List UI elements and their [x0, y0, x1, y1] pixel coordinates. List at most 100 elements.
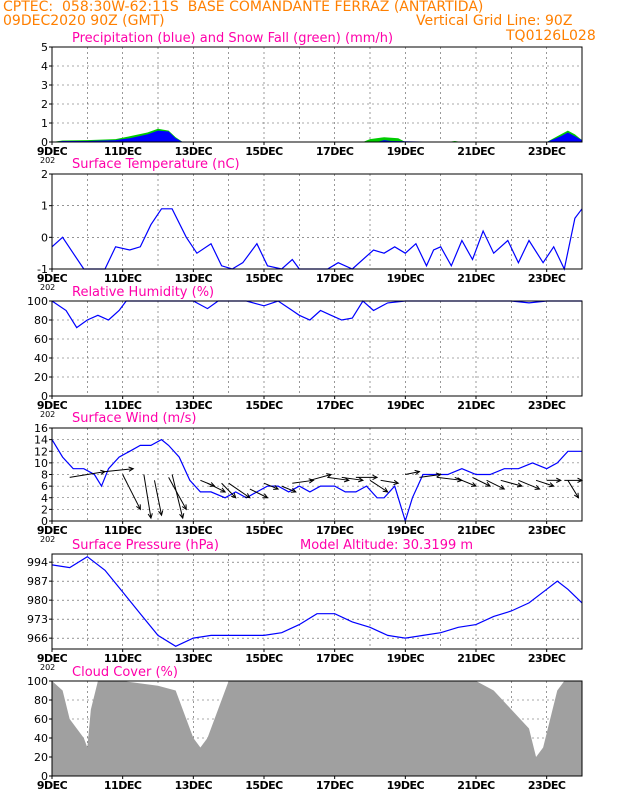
x-tick-label: 21DEC [457, 779, 495, 792]
y-tick-label: 994 [27, 556, 48, 569]
x-tick-label: 17DEC [316, 652, 354, 665]
wind-arrow-shaft [122, 474, 141, 510]
wind-arrow-head [158, 510, 164, 517]
humidity-title: Relative Humidity (%) [72, 285, 214, 300]
wind-arrow-head [230, 492, 237, 499]
x-tick-label: 15DEC [245, 779, 283, 792]
wind-arrow-head [485, 481, 492, 487]
y-tick-label: 2 [41, 503, 48, 516]
wind-arrow-shaft [249, 488, 268, 499]
y-tick-label: 973 [27, 613, 48, 626]
x-tick-label: 9DEC [37, 399, 68, 412]
x-tick-label: 19DEC [387, 272, 425, 285]
wind-arrow-head [516, 482, 524, 488]
wind-arrow-head [290, 487, 297, 493]
x-tick-year-fragment: 202 [40, 663, 55, 672]
x-tick-label: 13DEC [175, 399, 213, 412]
wind-arrow-shaft [369, 479, 388, 493]
x-tick-label: 13DEC [175, 779, 213, 792]
wind-arrow-head [470, 482, 478, 487]
x-tick-label: 11DEC [104, 272, 142, 285]
x-tick-year-fragment: 202 [40, 283, 55, 292]
cloud-title: Cloud Cover (%) [72, 665, 178, 680]
x-tick-label: 23DEC [528, 652, 566, 665]
y-tick-label: 100 [27, 295, 48, 308]
y-tick-label: 16 [34, 422, 48, 435]
y-tick-label: 2 [41, 98, 48, 111]
x-tick-label: 15DEC [245, 399, 283, 412]
x-tick-label: 11DEC [104, 524, 142, 537]
cloud-cover-area [52, 681, 582, 776]
y-tick-label: 20 [34, 751, 48, 764]
y-tick-label: 5 [41, 41, 48, 54]
wind-frame [51, 427, 583, 522]
x-tick-label: 17DEC [316, 399, 354, 412]
wind-arrow-head [573, 492, 580, 499]
x-tick-label: 13DEC [175, 524, 213, 537]
x-tick-label: 15DEC [245, 145, 283, 158]
x-tick-label: 19DEC [387, 399, 425, 412]
x-tick-year-fragment: 202 [40, 156, 55, 165]
wind-arrow-head [209, 482, 216, 487]
pressure-frame [51, 553, 583, 650]
wind-arrow-head [372, 474, 379, 481]
wind-arrow-shaft [437, 476, 462, 481]
x-tick-label: 19DEC [387, 524, 425, 537]
x-tick-label: 23DEC [528, 399, 566, 412]
x-tick-label: 19DEC [387, 145, 425, 158]
y-tick-label: 40 [34, 732, 48, 745]
cloud-frame [51, 680, 583, 777]
wind-arrow-head [262, 493, 269, 499]
x-tick-label: 19DEC [387, 652, 425, 665]
precip-title: Precipitation (blue) and Snow Fall (gree… [72, 31, 393, 46]
wind-arrow-shaft [518, 479, 540, 490]
x-tick-label: 15DEC [245, 272, 283, 285]
x-tick-label: 17DEC [316, 272, 354, 285]
temperature-title: Surface Temperature (nC) [72, 157, 240, 172]
y-tick-label: 14 [34, 434, 48, 447]
wind-arrow-shaft [263, 482, 279, 490]
wind-arrow-head [179, 513, 185, 520]
wind-arrow-head [499, 484, 506, 490]
precipitation-area [52, 130, 582, 142]
wind-arrow-shaft [171, 474, 184, 519]
wind-arrow-head [308, 478, 315, 484]
y-tick-label: 6 [41, 480, 48, 493]
temperature-line [51, 208, 583, 271]
wind-arrow-shaft [309, 474, 332, 481]
y-tick-label: 0 [41, 136, 48, 149]
x-tick-label: 9DEC [37, 272, 68, 285]
precip-frame [51, 46, 583, 143]
y-tick-label: 987 [27, 575, 48, 588]
y-tick-label: 10 [34, 457, 48, 470]
wind-arrow-shaft [454, 476, 477, 487]
wind-arrow-head [548, 482, 555, 488]
header-line1: CPTEC: 058:30W-62:11S BASE COMANDANTE FE… [3, 0, 484, 15]
x-tick-year-fragment: 202 [40, 410, 55, 419]
wind-arrow-head [393, 479, 400, 486]
wind-arrow-head [273, 484, 280, 490]
humidity-line [51, 300, 582, 329]
wind-arrow-head [147, 513, 153, 520]
pressure-title: Surface Pressure (hPa) [72, 538, 219, 553]
x-tick-label: 17DEC [316, 524, 354, 537]
wind-arrow-head [136, 504, 141, 511]
pressure-line [51, 555, 583, 647]
x-tick-label: 9DEC [37, 524, 68, 537]
y-tick-label: 980 [27, 594, 48, 607]
wind-arrow-shaft [567, 480, 579, 499]
x-tick-label: 11DEC [104, 145, 142, 158]
pressure-annotation: Model Altitude: 30.3199 m [300, 538, 473, 553]
y-tick-label: 1 [41, 117, 48, 130]
y-tick-label: 8 [41, 469, 48, 482]
y-tick-label: 80 [34, 694, 48, 707]
wind-arrow-shaft [535, 479, 554, 487]
y-tick-label: 1 [41, 200, 48, 213]
wind-arrow-head [358, 477, 365, 483]
y-tick-label: 3 [41, 79, 48, 92]
wind-arrow-head [382, 487, 389, 493]
wind-title: Surface Wind (m/s) [72, 411, 196, 426]
header-line2-left: 09DEC2020 90Z (GMT) [3, 13, 165, 29]
wind-arrow-head [128, 466, 135, 472]
wind-arrow-shaft [228, 482, 251, 499]
